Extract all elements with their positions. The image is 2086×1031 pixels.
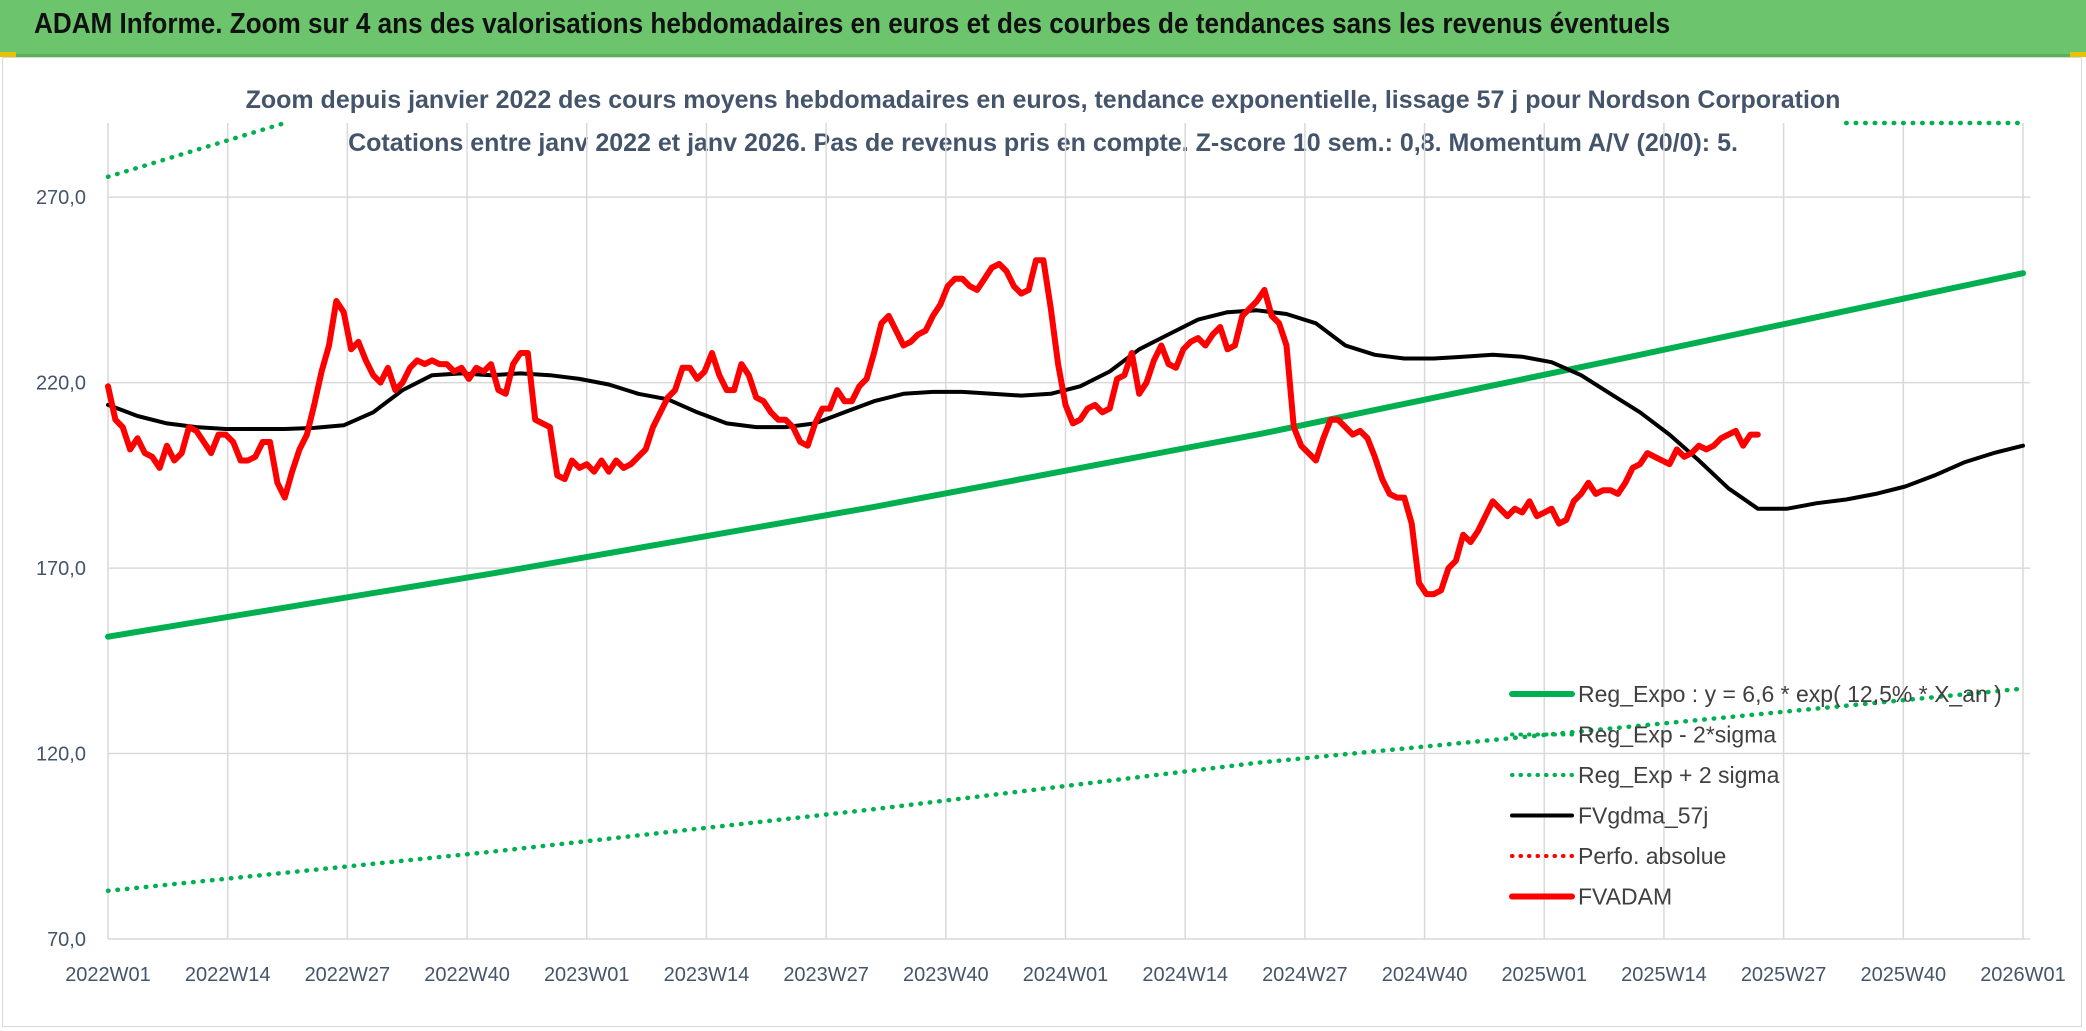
- x-tick-label: 2022W40: [424, 964, 510, 986]
- chart-title: Zoom depuis janvier 2022 des cours moyen…: [246, 86, 1841, 114]
- report-title: ADAM Informe. Zoom sur 4 ans des valoris…: [34, 8, 1671, 40]
- x-tick-label: 2023W14: [664, 964, 750, 986]
- banner-corner-right: [2070, 52, 2086, 57]
- x-tick-label: 2024W40: [1382, 964, 1468, 986]
- legend-label: Reg_Exp + 2 sigma: [1578, 762, 1780, 788]
- y-tick-label: 270,0: [36, 187, 86, 209]
- x-tick-label: 2026W01: [1980, 964, 2066, 986]
- x-tick-label: 2025W14: [1621, 964, 1707, 986]
- legend-label: Reg_Expo : y = 6,6 * exp( 12,5% * X_an ): [1578, 681, 2002, 707]
- series-1-line: [105, 686, 2026, 894]
- y-tick-label: 120,0: [36, 744, 86, 766]
- y-tick-label: 170,0: [36, 558, 86, 580]
- y-tick-label: 70,0: [47, 929, 86, 951]
- chart-frame: [2, 57, 2082, 1027]
- x-tick-label: 2025W40: [1861, 964, 1947, 986]
- report-banner: ADAM Informe. Zoom sur 4 ans des valoris…: [0, 0, 2086, 57]
- x-tick-label: 2023W01: [544, 964, 630, 986]
- legend-label: FVgdma_57j: [1578, 803, 1708, 829]
- y-axis: 270,0 220,0 170,0 120,0 70,0: [36, 187, 86, 951]
- grid: [107, 123, 2030, 940]
- x-tick-label: 2025W27: [1741, 964, 1827, 986]
- x-tick-label: 2025W01: [1501, 964, 1587, 986]
- legend-label: FVADAM: [1578, 884, 1672, 910]
- y-tick-label: 220,0: [36, 373, 86, 395]
- series-4-line: [105, 257, 1761, 598]
- x-tick-label: 2023W27: [783, 964, 869, 986]
- x-tick-label: 2024W27: [1262, 964, 1348, 986]
- series-2-line: [105, 120, 288, 180]
- chart-subtitle: Cotations entre janv 2022 et janv 2026. …: [348, 129, 1738, 157]
- legend-label: Perfo. absolue: [1578, 843, 1726, 869]
- series-lines: [105, 120, 2026, 894]
- x-tick-label: 2022W27: [305, 964, 391, 986]
- x-tick-label: 2024W14: [1142, 964, 1228, 986]
- series-0-line: [105, 270, 2026, 640]
- x-axis: 2022W01 2022W14 2022W27 2022W40 2023W01 2023W…: [65, 964, 2066, 986]
- x-tick-label: 2024W01: [1023, 964, 1109, 986]
- x-tick-label: 2022W14: [185, 964, 271, 986]
- banner-corner-left: [0, 52, 16, 57]
- legend-label: Reg_Exp - 2*sigma: [1578, 722, 1776, 748]
- x-tick-label: 2023W40: [903, 964, 989, 986]
- x-tick-label: 2022W01: [65, 964, 151, 986]
- legend: Reg_Expo : y = 6,6 * exp( 12,5% * X_an )…: [1509, 681, 2002, 910]
